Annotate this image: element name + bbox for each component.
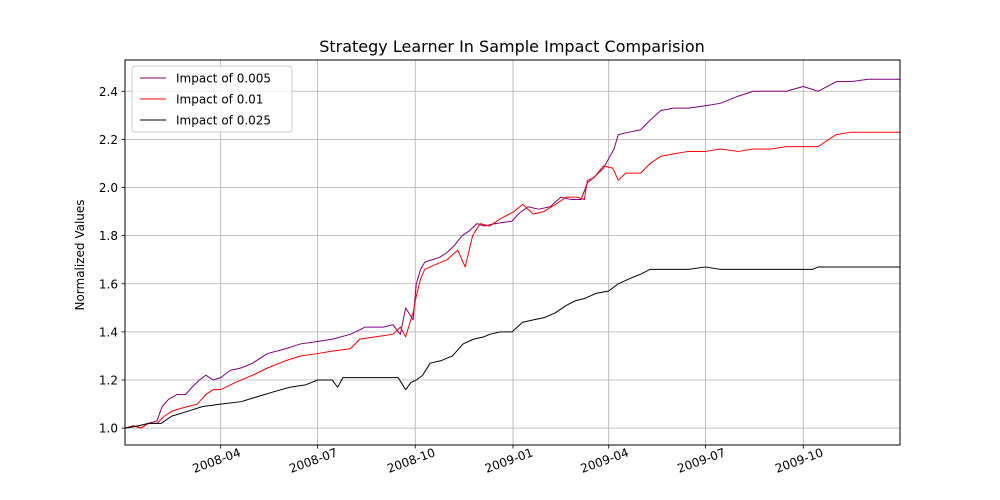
- y-axis: 1.0 1.2 1.4 1.6 1.8 2.0 2.2 2.4: [99, 85, 125, 436]
- x-tick-label: 2008-10: [385, 445, 437, 475]
- series-line: [125, 78, 900, 429]
- series-line: [125, 131, 900, 429]
- y-tick-label: 2.0: [99, 181, 118, 195]
- x-tick-label: 2008-04: [191, 445, 243, 475]
- legend-label: Impact of 0.01: [176, 93, 263, 107]
- legend-box: [131, 65, 293, 133]
- legend-label: Impact of 0.025: [176, 114, 271, 128]
- y-tick-label: 2.4: [99, 85, 118, 99]
- y-tick-label: 1.0: [99, 422, 118, 436]
- x-tick-label: 2009-04: [579, 445, 631, 475]
- y-tick-label: 1.6: [99, 277, 118, 291]
- grid-lines: [125, 60, 900, 445]
- series-line: [125, 266, 900, 429]
- x-tick-label: 2009-10: [773, 445, 825, 475]
- x-tick-label: 2009-07: [675, 445, 727, 475]
- legend: Impact of 0.005 Impact of 0.01 Impact of 0…: [131, 65, 293, 133]
- x-axis: 2008-04 2008-07 2008-10 2009-01 2009-04 2009-…: [191, 445, 825, 476]
- y-tick-label: 1.8: [99, 229, 118, 243]
- axes-frame: [124, 59, 901, 446]
- chart-title: Strategy Learner In Sample Impact Compar…: [319, 37, 705, 56]
- y-tick-label: 1.2: [99, 374, 118, 388]
- x-tick-label: 2008-07: [287, 445, 339, 475]
- x-tick-label: 2009-01: [483, 445, 535, 475]
- y-tick-label: 1.4: [99, 325, 118, 339]
- y-tick-label: 2.2: [99, 133, 118, 147]
- plot-area: [125, 78, 900, 429]
- legend-label: Impact of 0.005: [176, 72, 271, 86]
- y-axis-label: Normalized Values: [73, 199, 87, 310]
